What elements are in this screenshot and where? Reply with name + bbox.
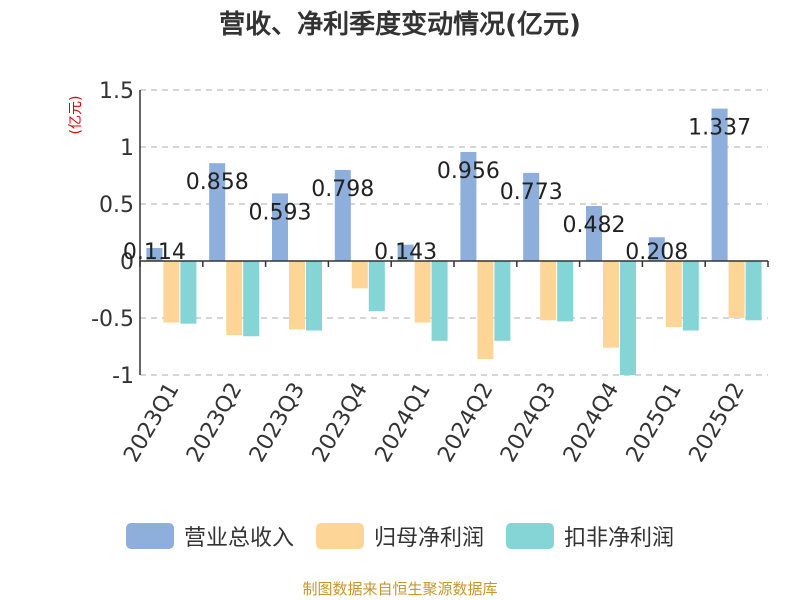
legend-swatch-deducted-profit: [506, 523, 554, 549]
x-tick-label: 2023Q4: [308, 379, 373, 467]
bar-deducted-profit: [243, 261, 260, 337]
bar-revenue: [586, 206, 602, 261]
data-label: 1.337: [688, 116, 751, 141]
bar-net-profit: [540, 261, 557, 321]
bar-deducted-profit: [557, 261, 574, 322]
source-footer: 制图数据来自恒生聚源数据库: [302, 580, 498, 598]
bar-deducted-profit: [494, 261, 511, 341]
data-label: 0.773: [500, 180, 563, 205]
legend-label-revenue: 营业总收入: [183, 526, 294, 551]
y-tick-label: 1: [120, 136, 134, 161]
data-label: 0.114: [123, 240, 186, 265]
legend-item-deducted-profit[interactable]: 扣非净利润: [506, 520, 674, 552]
x-tick-label: 2024Q2: [433, 379, 498, 467]
data-label: 0.798: [311, 177, 374, 202]
x-tick-label: 2023Q2: [182, 379, 247, 467]
axis-layer: [139, 90, 769, 375]
data-label: 0.143: [374, 240, 437, 265]
bar-net-profit: [477, 261, 494, 360]
bar-revenue: [146, 248, 163, 261]
legend: 营业总收入 归母净利润 扣非净利润: [0, 518, 800, 554]
x-tick-label: 2023Q3: [245, 379, 310, 467]
legend-label-deducted-profit: 扣非净利润: [564, 526, 675, 551]
data-label: 0.593: [249, 200, 312, 225]
bar-deducted-profit: [431, 261, 448, 341]
bar-net-profit: [728, 261, 745, 318]
x-tick-label: 2023Q1: [119, 379, 184, 467]
y-tick-label: 1.5: [99, 79, 134, 104]
bar-revenue: [334, 170, 351, 261]
y-axis-label: (亿元): [68, 96, 84, 135]
data-label: 0.956: [437, 159, 500, 184]
bar-deducted-profit: [620, 261, 636, 375]
y-tick-label: 0: [120, 250, 134, 275]
legend-swatch-revenue: [125, 523, 174, 549]
bar-net-profit: [603, 261, 619, 348]
bar-net-profit: [289, 261, 305, 330]
bar-deducted-profit: [180, 261, 197, 324]
bar-revenue: [209, 163, 226, 261]
bar-revenue: [711, 108, 728, 261]
bar-revenue: [523, 172, 540, 261]
bar-revenue: [460, 152, 477, 261]
legend-swatch-net-profit: [315, 523, 364, 549]
bar-net-profit: [163, 261, 180, 323]
y-tick-label: 0.5: [99, 193, 134, 218]
bar-net-profit: [226, 261, 243, 336]
bar-net-profit: [414, 261, 431, 323]
x-tick-label: 2024Q4: [559, 379, 624, 467]
legend-label-net-profit: 归母净利润: [373, 526, 484, 551]
y-tick-label: -0.5: [91, 307, 134, 332]
bar-deducted-profit: [745, 261, 762, 321]
legend-item-revenue[interactable]: 营业总收入: [125, 520, 294, 552]
x-tick-label: 2024Q3: [496, 379, 561, 467]
x-tick-label: 2024Q1: [370, 379, 435, 467]
bar-deducted-profit: [368, 261, 385, 312]
bar-net-profit: [351, 261, 368, 289]
x-tick-label: 2025Q2: [684, 379, 749, 467]
data-label: 0.858: [186, 170, 249, 195]
chart-title: 营收、净利季度变动情况(亿元): [219, 9, 581, 40]
legend-item-net-profit[interactable]: 归母净利润: [315, 520, 484, 552]
bar-deducted-profit: [306, 261, 322, 331]
bars-layer: [146, 108, 762, 375]
x-tick-label: 2025Q1: [622, 379, 687, 467]
data-label: 0.482: [563, 213, 626, 238]
bar-revenue: [648, 237, 665, 261]
bar-revenue: [272, 193, 288, 261]
bar-revenue: [397, 244, 414, 261]
data-label: 0.208: [625, 240, 688, 265]
y-tick-label: -1: [112, 364, 134, 389]
bar-deducted-profit: [682, 261, 699, 331]
bar-net-profit: [665, 261, 682, 328]
